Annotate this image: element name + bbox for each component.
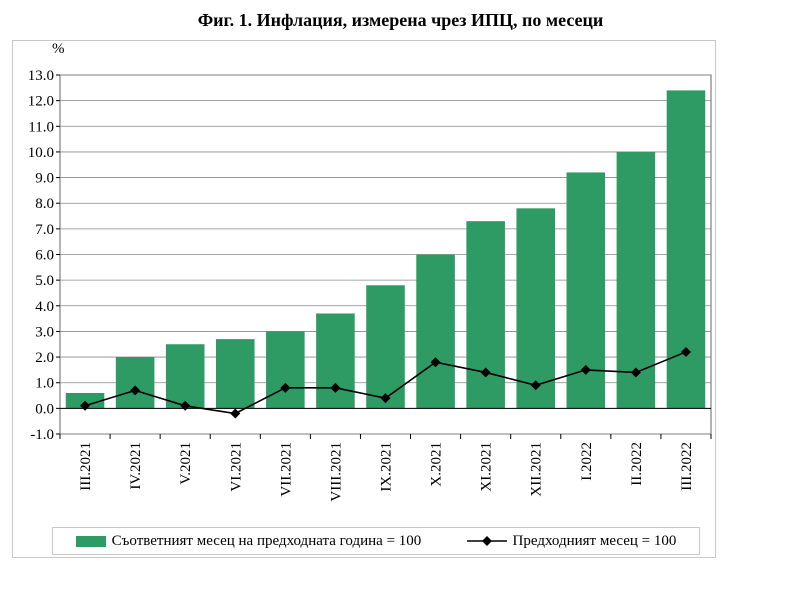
y-tick-label: 13.0 xyxy=(28,68,54,84)
legend-line-label: Предходният месец = 100 xyxy=(512,532,677,549)
line-marker xyxy=(630,367,641,378)
x-tick-label: III.2021 xyxy=(78,442,94,491)
bar xyxy=(316,313,355,409)
bar xyxy=(65,392,105,409)
line-marker xyxy=(230,408,241,419)
y-tick-label: 5.0 xyxy=(35,273,54,289)
chart-frame xyxy=(12,40,716,558)
y-tick-label: 6.0 xyxy=(35,248,54,264)
line-marker xyxy=(680,346,691,357)
y-tick-label: 3.0 xyxy=(35,324,54,340)
bar xyxy=(215,339,255,409)
line-marker xyxy=(380,393,391,404)
legend-bar-swatch xyxy=(75,535,106,547)
y-tick-label: 10.0 xyxy=(28,145,54,161)
y-tick-label: 12.0 xyxy=(28,94,54,110)
legend-item-bar: Съответният месец на предходната година … xyxy=(75,532,422,550)
bar xyxy=(416,254,455,409)
chart-title: Фиг. 1. Инфлация, измерена чрез ИПЦ, по … xyxy=(197,10,604,30)
bar xyxy=(466,221,505,409)
legend: Съответният месец на предходната година … xyxy=(52,527,700,555)
x-tick-label: IV.2021 xyxy=(128,442,144,490)
bar xyxy=(165,344,205,409)
line-marker xyxy=(280,382,291,393)
line-marker xyxy=(130,385,141,396)
bar xyxy=(616,151,656,409)
line-marker xyxy=(580,364,591,375)
line-marker xyxy=(330,382,341,393)
y-tick-label: 1.0 xyxy=(35,376,54,392)
bar xyxy=(115,357,155,409)
y-tick-label: 4.0 xyxy=(35,299,54,315)
y-tick-label: 7.0 xyxy=(35,222,54,238)
x-tick-label: VI.2021 xyxy=(228,442,244,492)
legend-item-line: Предходният месец = 100 xyxy=(466,532,677,550)
bar xyxy=(266,331,305,409)
x-tick-label: I.2022 xyxy=(579,442,595,481)
y-tick-label: 8.0 xyxy=(35,196,54,212)
x-tick-label: III.2022 xyxy=(679,442,695,491)
x-tick-label: X.2021 xyxy=(429,442,445,487)
x-tick-label: V.2021 xyxy=(178,442,194,485)
x-tick-label: IX.2021 xyxy=(379,442,395,492)
y-tick-label: -1.0 xyxy=(30,427,54,443)
line-marker xyxy=(180,400,191,411)
x-tick-label: VII.2021 xyxy=(278,442,294,497)
legend-bar-label: Съответният месец на предходната година … xyxy=(111,532,422,549)
x-tick-label: VIII.2021 xyxy=(328,442,344,502)
x-tick-label: XII.2021 xyxy=(529,442,545,497)
line-marker xyxy=(80,400,91,411)
line-marker xyxy=(480,367,491,378)
bar xyxy=(666,90,706,409)
y-tick-label: 9.0 xyxy=(35,171,54,187)
y-tick-label: 2.0 xyxy=(35,350,54,366)
x-tick-label: II.2022 xyxy=(629,442,645,486)
line-marker xyxy=(430,357,441,368)
legend-line-swatch xyxy=(466,536,507,546)
y-tick-label: 0.0 xyxy=(35,401,54,417)
x-tick-label: XI.2021 xyxy=(479,442,495,492)
y-tick-label: 11.0 xyxy=(28,119,54,135)
y-unit-label: % xyxy=(52,41,65,57)
line-marker xyxy=(530,380,541,391)
bar xyxy=(516,208,556,409)
bar xyxy=(366,285,405,409)
